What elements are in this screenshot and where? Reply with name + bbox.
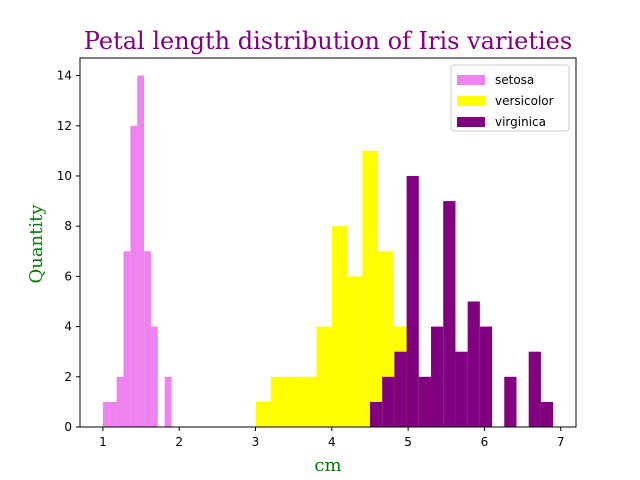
bar-versicolor-1: [270, 376, 287, 427]
bar-setosa-5: [137, 75, 145, 428]
y-tick-label-8: 8: [64, 219, 72, 233]
legend-label-setosa: setosa: [495, 73, 534, 87]
bar-virginica-9: [479, 326, 493, 427]
y-tick-label-10: 10: [57, 169, 72, 183]
bar-setosa-3: [123, 251, 131, 427]
x-tick-label-2: 2: [175, 435, 183, 449]
y-tick-label-2: 2: [64, 370, 72, 384]
bar-setosa-9: [164, 376, 172, 427]
x-tick-label-5: 5: [404, 435, 412, 449]
x-tick-label-1: 1: [99, 435, 107, 449]
bar-virginica-13: [528, 351, 541, 427]
x-tick-label-3: 3: [252, 435, 260, 449]
bar-virginica-11: [504, 376, 517, 427]
x-tick-label-6: 6: [481, 435, 489, 449]
legend-swatch-virginica: [457, 117, 485, 127]
bar-setosa-7: [150, 326, 158, 427]
bar-virginica-4: [418, 376, 432, 427]
y-tick-label-6: 6: [64, 269, 72, 283]
bar-setosa-2: [116, 376, 124, 427]
x-axis-label: cm: [314, 455, 341, 476]
bar-virginica-5: [431, 326, 444, 427]
bar-virginica-14: [540, 401, 554, 427]
bar-virginica-0: [369, 401, 383, 427]
bar-virginica-2: [394, 351, 407, 427]
y-axis-label: Quantity: [26, 204, 47, 284]
legend-label-virginica: virginica: [495, 115, 546, 129]
legend-swatch-versicolor: [457, 96, 485, 106]
y-tick-label-0: 0: [64, 420, 72, 434]
bar-setosa-4: [130, 125, 138, 427]
bar-setosa-1: [109, 401, 117, 427]
bar-virginica-3: [406, 175, 419, 427]
legend-label-versicolor: versicolor: [495, 94, 554, 108]
bar-setosa-0: [102, 401, 110, 427]
y-tick-label-12: 12: [57, 119, 72, 133]
bar-versicolor-0: [255, 401, 271, 427]
bar-virginica-1: [382, 376, 395, 427]
bar-versicolor-5: [331, 226, 348, 427]
bar-versicolor-6: [347, 276, 363, 427]
legend: setosa versicolor virginica: [450, 64, 570, 132]
x-tick-label-7: 7: [557, 435, 565, 449]
y-tick-label-14: 14: [57, 69, 72, 83]
y-tick-label-4: 4: [64, 320, 72, 334]
chart-title: Petal length distribution of Iris variet…: [84, 27, 572, 55]
bar-virginica-8: [467, 301, 480, 427]
bar-versicolor-7: [362, 150, 378, 427]
bar-virginica-6: [443, 201, 456, 427]
bar-setosa-6: [144, 251, 151, 427]
bar-versicolor-3: [301, 376, 317, 427]
plot-frame: [79, 57, 577, 428]
bar-virginica-7: [455, 351, 468, 427]
legend-swatch-setosa: [457, 75, 485, 85]
x-tick-label-4: 4: [328, 435, 336, 449]
bar-versicolor-4: [316, 326, 332, 427]
bars-group: [102, 75, 554, 428]
bar-versicolor-2: [286, 376, 302, 427]
